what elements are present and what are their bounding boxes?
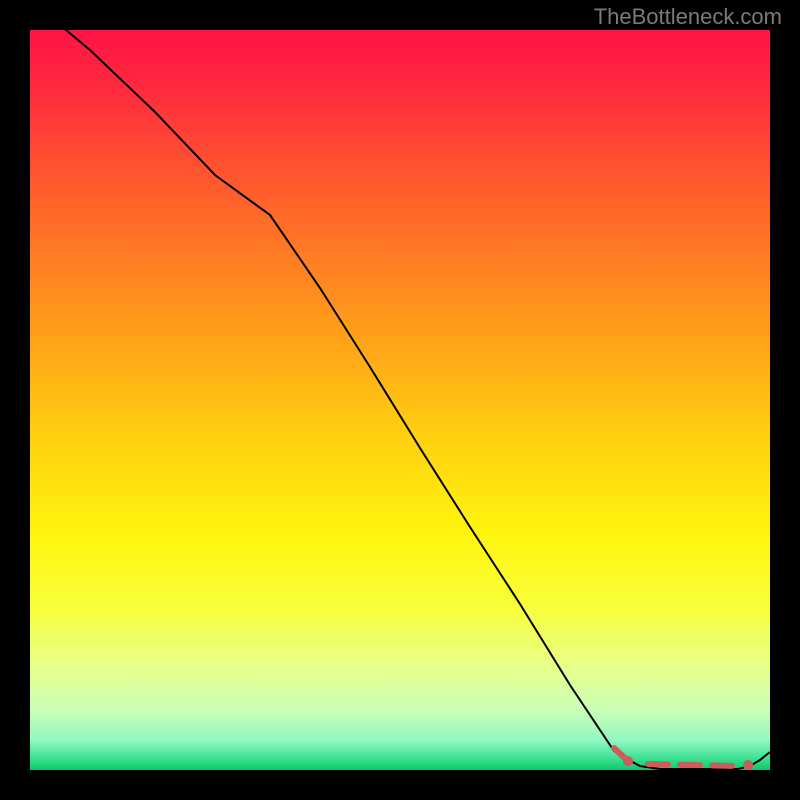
watermark-text: TheBottleneck.com [594, 4, 782, 30]
right-marker-dot [743, 760, 753, 770]
chart-svg [0, 0, 800, 800]
left-marker-dot [623, 756, 633, 766]
optimal-range-dash [648, 764, 740, 766]
bottleneck-chart [0, 0, 800, 800]
gradient-background [30, 30, 770, 770]
